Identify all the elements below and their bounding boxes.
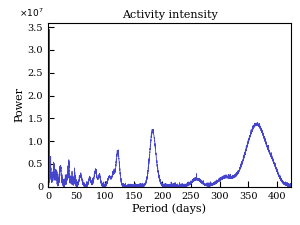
Text: $\times10^7$: $\times10^7$	[19, 7, 44, 19]
Title: Activity intensity: Activity intensity	[122, 10, 218, 20]
Y-axis label: Power: Power	[15, 87, 25, 122]
X-axis label: Period (days): Period (days)	[133, 203, 206, 214]
